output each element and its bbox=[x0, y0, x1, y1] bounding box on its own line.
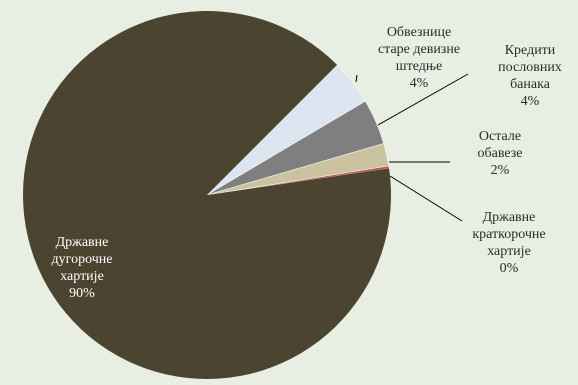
leader-line-2 bbox=[377, 73, 469, 126]
data-label-line: пословних bbox=[498, 60, 562, 75]
data-label-0: Државне дугорочне хартије 90% bbox=[52, 235, 113, 301]
pie-slices bbox=[22, 11, 392, 380]
data-label-line: банака bbox=[510, 77, 551, 92]
data-label-line: старе девизне bbox=[378, 42, 460, 57]
data-label-line: Остале bbox=[479, 129, 521, 144]
data-label-line: обавезе bbox=[478, 146, 523, 161]
data-label-4: Државне краткорочне хартије 0% bbox=[472, 210, 545, 276]
data-label-line: Државне bbox=[56, 235, 109, 250]
pie-slice-0 bbox=[22, 11, 392, 380]
data-label-line: краткорочне bbox=[472, 227, 545, 242]
data-label-line: 4% bbox=[410, 76, 429, 91]
leader-line-1 bbox=[355, 74, 358, 83]
data-label-line: 0% bbox=[500, 261, 519, 276]
data-label-line: штедње bbox=[396, 59, 442, 74]
data-label-line: дугорочне bbox=[52, 252, 113, 267]
data-label-line: Обвезнице bbox=[387, 25, 451, 40]
pie-slice-4 bbox=[206, 165, 390, 196]
data-label-line: хартије bbox=[487, 244, 531, 259]
data-label-line: Кредити bbox=[505, 43, 556, 58]
leader-line-4 bbox=[389, 175, 463, 222]
data-label-1: Обвезнице старе девизне штедње 4% bbox=[378, 25, 460, 91]
data-label-line: 90% bbox=[69, 286, 95, 301]
data-label-line: 4% bbox=[521, 94, 540, 109]
pie-labels: Државне дугорочне хартије 90% Обвезнице старе… bbox=[52, 25, 562, 301]
data-label-line: хартије bbox=[60, 269, 104, 284]
data-label-line: 2% bbox=[491, 163, 510, 178]
data-label-line: Државне bbox=[483, 210, 536, 225]
data-label-2: Кредити пословних банака 4% bbox=[498, 43, 562, 109]
data-label-3: Остале обавезе 2% bbox=[478, 129, 523, 178]
